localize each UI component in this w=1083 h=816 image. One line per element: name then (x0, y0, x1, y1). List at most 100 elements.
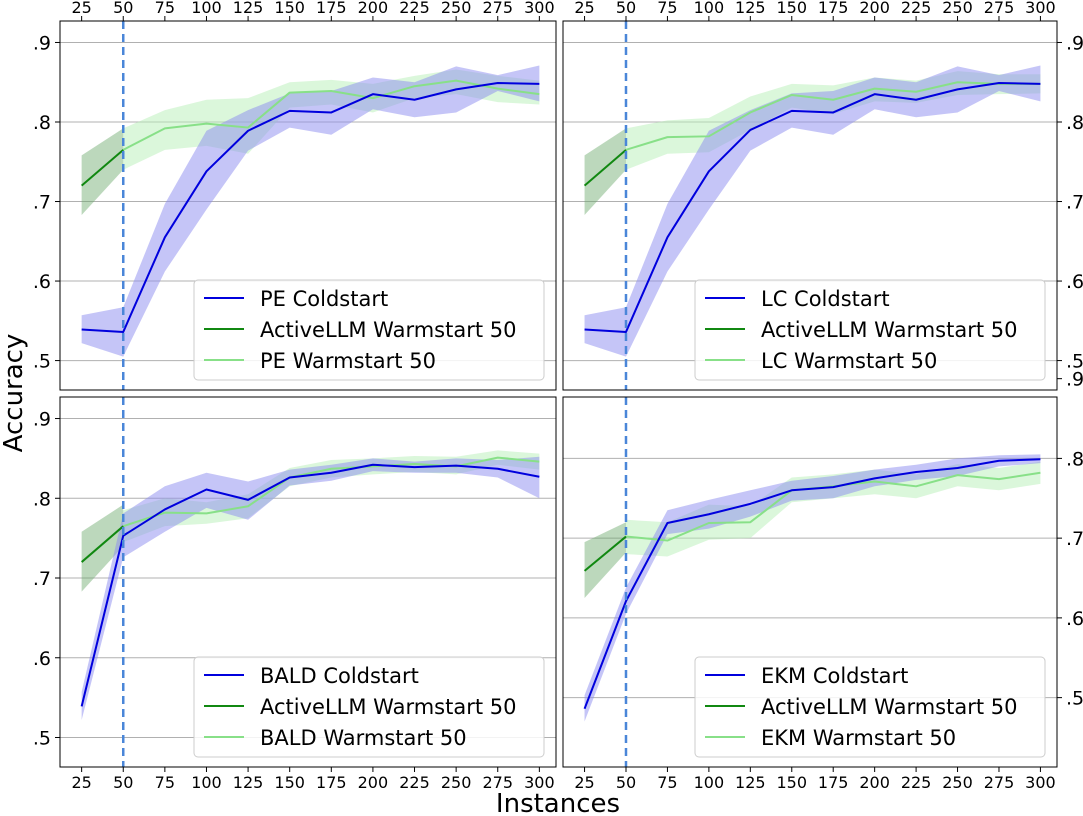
warmstart-band (625, 461, 1041, 557)
x-tick-label: 100 (191, 773, 222, 792)
x-tick-label: 200 (358, 0, 389, 17)
legend-box (694, 279, 1046, 381)
x-tick-label: 125 (233, 0, 264, 17)
legend-entry-warmstart: EKM Warmstart 50 (761, 726, 956, 750)
x-tick-label: 275 (984, 773, 1015, 792)
y-tick-label: .8 (1066, 448, 1083, 470)
panel-frame (562, 20, 1058, 391)
plot-area (563, 397, 1057, 767)
x-tick-label: 25 (71, 0, 91, 17)
warmstart-line (625, 81, 1041, 151)
x-tick-label: 275 (984, 0, 1015, 17)
x-tick-label: 150 (274, 0, 305, 17)
y-tick-label: .6 (33, 271, 51, 293)
x-tick-label: 125 (735, 773, 766, 792)
legend: LC Coldstart ActiveLLM Warmstart 50 LC War… (694, 279, 1046, 381)
legend: PE Coldstart ActiveLLM Warmstart 50 PE War… (193, 279, 545, 381)
x-tick-label: 50 (616, 0, 636, 17)
legend-entry-activellm: ActiveLLM Warmstart 50 (761, 318, 1017, 342)
x-tick-label: 100 (191, 0, 222, 17)
x-tick-label: 300 (1025, 773, 1056, 792)
x-tick-label: 225 (399, 773, 430, 792)
x-tick-label: 200 (358, 773, 389, 792)
x-tick-label: 300 (1025, 0, 1056, 17)
coldstart-band (81, 65, 540, 357)
y-tick-label: .9 (1066, 369, 1083, 391)
legend-box (694, 656, 1046, 758)
x-tick-label: 300 (524, 0, 555, 17)
x-tick-label: 200 (859, 773, 890, 792)
x-tick-label: 225 (399, 0, 430, 17)
x-tick-label: 50 (113, 773, 133, 792)
legend-entry-coldstart: EKM Coldstart (761, 664, 908, 688)
x-axis-label: Instances (496, 789, 620, 816)
legend-box (193, 656, 545, 758)
y-tick-label: .5 (1066, 688, 1083, 710)
y-axis-label: Accuracy (0, 334, 29, 453)
x-tick-label: 250 (441, 0, 472, 17)
x-tick-label: 150 (776, 0, 807, 17)
x-tick-label: 200 (859, 0, 890, 17)
x-tick-label: 300 (524, 773, 555, 792)
x-tick-label: 275 (482, 0, 513, 17)
activellm-band (81, 504, 124, 592)
y-tick-label: .7 (33, 192, 51, 214)
panel-bald: .5 .6 .7 .8 .9 25 50 75 100 125 150 175 200 225 250 275… (33, 396, 557, 792)
x-tick-label: 50 (616, 773, 636, 792)
legend-entry-activellm: ActiveLLM Warmstart 50 (260, 695, 516, 719)
panel-frame (562, 396, 1058, 768)
warmstart-line (122, 79, 540, 151)
x-tick-label: 150 (274, 773, 305, 792)
x-tick-label: 75 (657, 0, 677, 17)
x-tick-label: 50 (113, 0, 133, 17)
panel-pe: .5 .6 .7 .8 .9 25 50 75 100 125 150 175 200 225 250 275… (33, 0, 557, 391)
x-tick-label: 250 (942, 773, 973, 792)
x-tick-label: 175 (316, 0, 347, 17)
legend-box (193, 279, 545, 381)
panels-layer: .5 .6 .7 .8 .9 25 50 75 100 125 150 175 200 225 250 275… (33, 0, 1083, 792)
x-tick-label: 125 (735, 0, 766, 17)
y-tick-label: .8 (33, 112, 51, 134)
x-tick-label: 175 (818, 773, 849, 792)
x-tick-label: 25 (574, 0, 594, 17)
y-tick-label: .8 (33, 488, 51, 510)
x-tick-label: 25 (71, 773, 91, 792)
x-tick-label: 175 (316, 773, 347, 792)
legend: BALD Coldstart ActiveLLM Warmstart 50 BALD… (193, 656, 545, 758)
y-tick-label: .5 (33, 351, 51, 373)
x-tick-label: 150 (776, 773, 807, 792)
activellm-line (80, 525, 124, 563)
legend: EKM Coldstart ActiveLLM Warmstart 50 EKM W… (694, 656, 1046, 758)
x-tick-label: 100 (694, 0, 725, 17)
coldstart-line (81, 82, 540, 333)
coldstart-band (584, 454, 1041, 722)
activellm-band (584, 522, 626, 598)
coldstart-line (80, 463, 540, 707)
y-tick-label: .5 (33, 727, 51, 749)
coldstart-band (584, 65, 1041, 357)
panel-ekm: .5 .6 .7 .8 .9 25 50 75 100 125 150 175 200 225 250 275… (562, 369, 1083, 792)
y-tick-label: .7 (33, 568, 51, 590)
x-tick-label: 75 (155, 0, 175, 17)
x-tick-label: 125 (233, 773, 264, 792)
panel-lc: .5 .6 .7 .8 .9 25 50 75 100 125 150 175 200 225 250 275… (562, 0, 1083, 391)
activellm-band (584, 128, 626, 216)
x-tick-label: 75 (657, 773, 677, 792)
x-tick-label: 275 (482, 773, 513, 792)
x-tick-label: 225 (901, 773, 932, 792)
y-tick-label: .5 (1066, 351, 1083, 373)
panel-frame (59, 20, 557, 391)
legend-entry-warmstart: LC Warmstart 50 (761, 349, 937, 373)
plot-area (563, 21, 1057, 390)
x-tick-label: 25 (574, 773, 594, 792)
warmstart-line (122, 456, 540, 528)
y-tick-label: .6 (33, 648, 51, 670)
legend-entry-coldstart: LC Coldstart (761, 287, 890, 311)
activellm-line (583, 149, 627, 187)
x-tick-label: 225 (901, 0, 932, 17)
x-tick-label: 250 (441, 773, 472, 792)
activellm-line (80, 149, 124, 187)
legend-entry-warmstart: BALD Warmstart 50 (260, 726, 467, 750)
panel-frame (59, 396, 557, 768)
x-tick-label: 175 (818, 0, 849, 17)
